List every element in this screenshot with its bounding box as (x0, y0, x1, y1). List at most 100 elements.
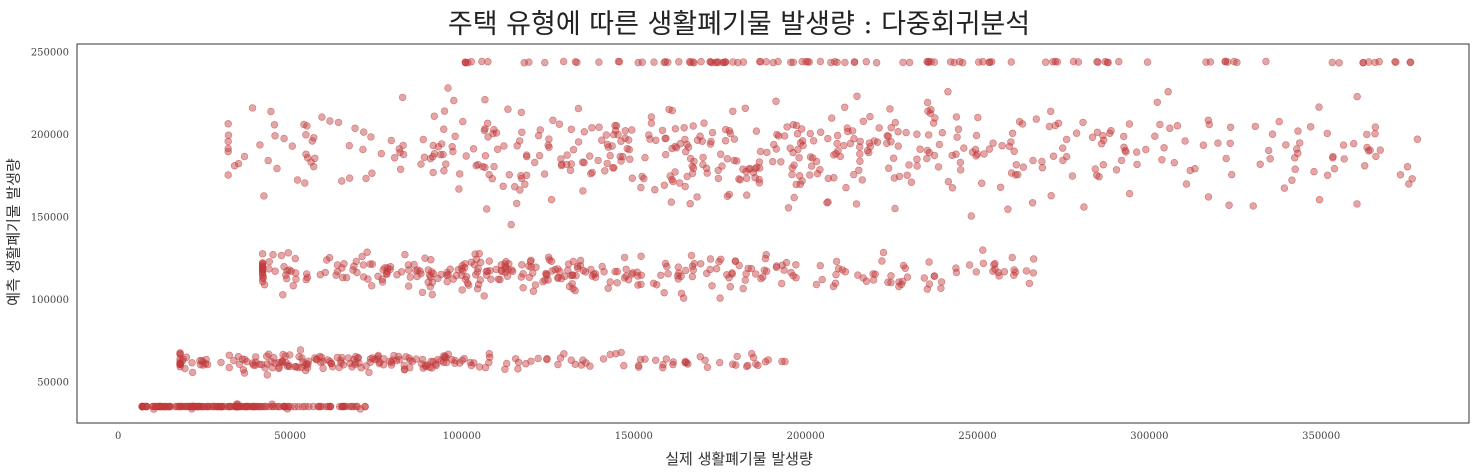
data-point (428, 364, 436, 372)
data-point (412, 355, 420, 363)
data-point (628, 174, 636, 182)
data-point (1143, 58, 1152, 66)
data-point (651, 186, 659, 194)
data-point (816, 261, 824, 270)
data-point (713, 58, 722, 66)
data-point (142, 402, 150, 411)
data-point (789, 58, 797, 66)
data-point (689, 122, 697, 130)
data-point (1115, 57, 1123, 66)
data-point (1007, 169, 1016, 177)
data-point (686, 154, 695, 163)
data-point (637, 271, 645, 279)
data-point (751, 174, 759, 182)
data-point (690, 59, 698, 67)
data-point (567, 125, 575, 134)
data-point (1364, 58, 1373, 66)
data-point (302, 150, 310, 158)
data-point (991, 259, 999, 268)
data-point (863, 146, 872, 155)
data-point (619, 153, 627, 161)
data-point (762, 58, 770, 66)
data-point (726, 283, 734, 291)
data-point (427, 256, 435, 264)
data-point (688, 272, 697, 281)
data-point (246, 402, 255, 411)
data-point (1173, 121, 1182, 130)
data-point (240, 152, 249, 161)
data-point (979, 246, 987, 254)
data-point (257, 402, 265, 411)
data-point (520, 58, 528, 67)
data-point (799, 141, 807, 150)
data-point (501, 365, 509, 373)
data-point (549, 116, 557, 125)
data-point (777, 279, 786, 288)
data-point (469, 145, 478, 153)
data-point (302, 131, 310, 139)
data-point (1349, 139, 1358, 148)
data-point (568, 280, 576, 288)
data-point (1011, 171, 1020, 179)
data-point (1191, 165, 1199, 173)
data-point (193, 402, 202, 411)
data-point (871, 270, 879, 278)
data-point (324, 402, 333, 411)
data-point (1363, 130, 1371, 139)
data-point (535, 151, 544, 160)
data-point (773, 130, 781, 139)
data-point (279, 291, 287, 299)
y-tick-label: 150000 (31, 213, 69, 224)
data-point (856, 137, 864, 146)
data-point (451, 356, 459, 365)
data-point (248, 104, 257, 112)
data-point (1376, 146, 1385, 154)
data-point (784, 204, 793, 212)
data-point (1204, 193, 1213, 201)
data-point (866, 112, 874, 121)
data-point (308, 137, 316, 145)
data-point (1022, 267, 1031, 275)
data-point (1104, 58, 1112, 67)
data-point (421, 254, 429, 262)
data-point (913, 155, 921, 164)
data-point (429, 141, 437, 150)
data-point (1058, 144, 1067, 152)
data-point (884, 278, 892, 286)
data-point (669, 360, 677, 369)
data-point (541, 58, 549, 67)
data-point (659, 360, 667, 369)
data-point (462, 152, 470, 160)
data-point (606, 151, 614, 160)
data-point (894, 128, 902, 136)
data-point (485, 358, 493, 367)
data-point (687, 251, 696, 260)
data-point (480, 292, 488, 300)
data-point (486, 353, 494, 361)
data-point (930, 151, 939, 160)
data-point (741, 276, 749, 284)
data-point (609, 164, 617, 172)
data-point (181, 364, 189, 373)
data-point (833, 139, 841, 148)
data-point (1029, 255, 1038, 263)
data-point (573, 58, 581, 67)
data-point (660, 289, 668, 297)
data-point (948, 184, 957, 192)
data-point (368, 282, 376, 290)
data-point (359, 261, 368, 269)
data-point (265, 350, 273, 358)
data-point (351, 360, 359, 369)
data-point (930, 272, 939, 280)
data-point (816, 128, 825, 136)
data-point (742, 191, 751, 199)
data-point (707, 137, 715, 146)
x-tick-label: 200000 (787, 431, 825, 442)
data-point (848, 127, 857, 135)
data-point (816, 166, 824, 174)
data-point (806, 129, 814, 138)
data-point (440, 107, 449, 115)
data-point (362, 362, 370, 370)
data-point (1268, 130, 1277, 138)
data-point (1360, 162, 1369, 170)
